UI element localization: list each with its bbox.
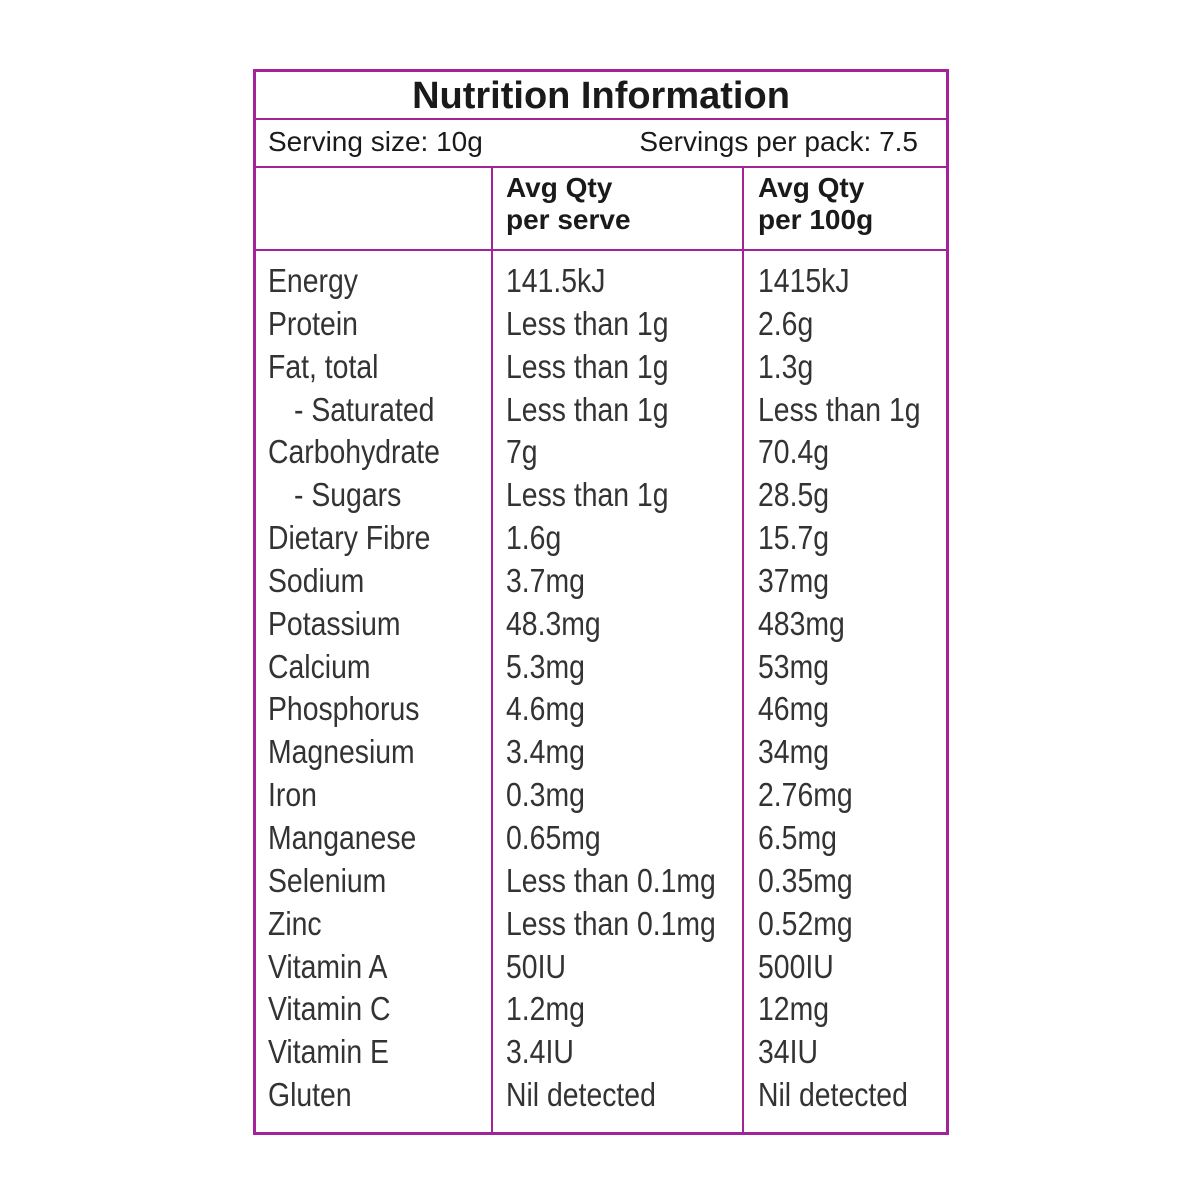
per-100g-value: 28.5g <box>758 476 830 514</box>
nutrient-name: Dietary Fibre <box>268 519 431 557</box>
per-serve-value: Less than 1g <box>506 347 669 385</box>
nutrient-row: Vitamin E 3.4IU 34IU <box>256 1031 946 1074</box>
per-serve-value: 4.6mg <box>506 690 585 728</box>
per-serve-value: 3.4IU <box>506 1033 574 1071</box>
nutrient-row: Phosphorus 4.6mg 46mg <box>256 688 946 731</box>
per-serve-value: 7g <box>506 433 538 471</box>
per-100g-value: 6.5mg <box>758 818 837 856</box>
per-100g-value: 37mg <box>758 561 830 599</box>
per-serve-value: Less than 0.1mg <box>506 904 716 942</box>
per-100g-value: 500IU <box>758 947 834 985</box>
per-100g-value: Nil detected <box>758 1076 908 1114</box>
serving-row: Serving size: 10g Servings per pack: 7.5 <box>256 120 946 168</box>
per-serve-value: Less than 1g <box>506 390 669 428</box>
nutrient-row: Zinc Less than 0.1mg 0.52mg <box>256 903 946 946</box>
per-serve-value: 1.6g <box>506 519 562 557</box>
nutrient-name: Manganese <box>268 818 417 856</box>
nutrient-row: Dietary Fibre 1.6g 15.7g <box>256 517 946 560</box>
servings-per-pack: Servings per pack: 7.5 <box>639 126 918 157</box>
nutrient-name: Zinc <box>268 904 322 942</box>
nutrient-rows: Energy 141.5kJ 1415kJ Protein Less than 1g 2.… <box>256 260 946 1117</box>
panel-title: Nutrition Information <box>256 72 946 120</box>
per-100g-value: 0.35mg <box>758 861 853 899</box>
nutrient-row: Fat, total Less than 1g 1.3g <box>256 346 946 389</box>
per-100g-value: 483mg <box>758 604 845 642</box>
per-100g-value: 12mg <box>758 990 830 1028</box>
nutrient-row: Protein Less than 1g 2.6g <box>256 303 946 346</box>
nutrient-name: Calcium <box>268 647 371 685</box>
header-per-100g-line1: Avg Qty <box>758 172 865 203</box>
per-serve-value: 0.65mg <box>506 818 601 856</box>
per-serve-value: Nil detected <box>506 1076 656 1114</box>
nutrient-name: Sodium <box>268 561 365 599</box>
per-100g-value: 15.7g <box>758 519 830 557</box>
nutrient-row: - Sugars Less than 1g 28.5g <box>256 474 946 517</box>
per-100g-value: 1.3g <box>758 347 814 385</box>
nutrient-name: Fat, total <box>268 347 379 385</box>
per-100g-value: 34mg <box>758 733 830 771</box>
nutrient-row: Gluten Nil detected Nil detected <box>256 1074 946 1117</box>
per-100g-value: 53mg <box>758 647 830 685</box>
per-serve-value: Less than 1g <box>506 304 669 342</box>
nutrient-row: Vitamin A 50IU 500IU <box>256 946 946 989</box>
nutrient-row: Energy 141.5kJ 1415kJ <box>256 260 946 303</box>
header-per-serve: Avg Qty per serve <box>506 172 631 236</box>
per-100g-value: 70.4g <box>758 433 830 471</box>
header-per-100g-line2: per 100g <box>758 204 874 235</box>
per-100g-value: 2.6g <box>758 304 814 342</box>
nutrient-name: Vitamin A <box>268 947 388 985</box>
per-serve-value: 141.5kJ <box>506 262 606 299</box>
nutrition-panel: Nutrition Information Serving size: 10g … <box>253 69 949 1135</box>
nutrient-name: Magnesium <box>268 733 415 771</box>
per-100g-value: 46mg <box>758 690 830 728</box>
per-100g-value: Less than 1g <box>758 390 921 428</box>
header-per-100g: Avg Qty per 100g <box>758 172 873 236</box>
nutrient-name: Protein <box>268 304 358 342</box>
nutrient-row: Calcium 5.3mg 53mg <box>256 646 946 689</box>
per-100g-value: 1415kJ <box>758 262 850 299</box>
per-serve-value: 0.3mg <box>506 776 585 814</box>
per-100g-value: 34IU <box>758 1033 818 1071</box>
nutrient-row: Magnesium 3.4mg 34mg <box>256 731 946 774</box>
column-header-row: Avg Qty per serve Avg Qty per 100g <box>256 168 946 251</box>
nutrient-row: Iron 0.3mg 2.76mg <box>256 774 946 817</box>
per-serve-value: Less than 1g <box>506 476 669 514</box>
per-serve-value: 3.7mg <box>506 561 585 599</box>
nutrient-row: Potassium 48.3mg 483mg <box>256 603 946 646</box>
per-serve-value: 48.3mg <box>506 604 601 642</box>
nutrient-row: Vitamin C 1.2mg 12mg <box>256 988 946 1031</box>
per-serve-value: 3.4mg <box>506 733 585 771</box>
header-per-serve-line1: Avg Qty <box>506 172 613 203</box>
column-divider <box>742 168 744 1132</box>
nutrient-name: Vitamin C <box>268 990 391 1028</box>
nutrient-name: - Saturated <box>294 390 435 428</box>
nutrient-name: Potassium <box>268 604 401 642</box>
nutrient-name: Gluten <box>268 1076 352 1114</box>
nutrient-name: Energy <box>268 262 358 299</box>
nutrient-name: Selenium <box>268 861 387 899</box>
per-serve-value: 1.2mg <box>506 990 585 1028</box>
nutrient-name: Phosphorus <box>268 690 420 728</box>
nutrient-name: Vitamin E <box>268 1033 389 1071</box>
per-100g-value: 2.76mg <box>758 776 853 814</box>
per-serve-value: Less than 0.1mg <box>506 861 716 899</box>
nutrient-row: Sodium 3.7mg 37mg <box>256 560 946 603</box>
header-per-serve-line2: per serve <box>506 204 631 235</box>
nutrient-row: Selenium Less than 0.1mg 0.35mg <box>256 860 946 903</box>
nutrient-row: Carbohydrate 7g 70.4g <box>256 431 946 474</box>
nutrient-name: - Sugars <box>294 476 402 514</box>
per-serve-value: 5.3mg <box>506 647 585 685</box>
per-serve-value: 50IU <box>506 947 566 985</box>
nutrient-name: Iron <box>268 776 317 814</box>
nutrient-row: - Saturated Less than 1g Less than 1g <box>256 389 946 432</box>
column-divider <box>491 168 493 1132</box>
per-100g-value: 0.52mg <box>758 904 853 942</box>
nutrient-name: Carbohydrate <box>268 433 440 471</box>
nutrient-row: Manganese 0.65mg 6.5mg <box>256 817 946 860</box>
serving-size: Serving size: 10g <box>268 126 483 157</box>
